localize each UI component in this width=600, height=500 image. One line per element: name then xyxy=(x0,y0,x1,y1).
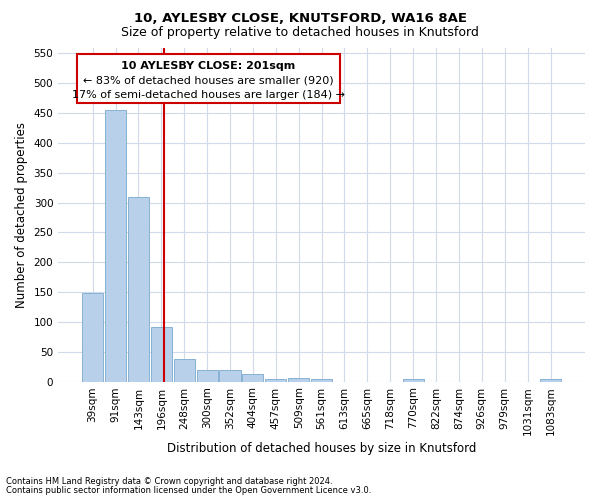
Bar xyxy=(242,374,263,382)
Text: 10 AYLESBY CLOSE: 201sqm: 10 AYLESBY CLOSE: 201sqm xyxy=(121,61,295,71)
Y-axis label: Number of detached properties: Number of detached properties xyxy=(15,122,28,308)
Text: Contains HM Land Registry data © Crown copyright and database right 2024.: Contains HM Land Registry data © Crown c… xyxy=(6,477,332,486)
Bar xyxy=(82,294,103,382)
Bar xyxy=(173,359,195,382)
Bar xyxy=(540,379,561,382)
Text: 10, AYLESBY CLOSE, KNUTSFORD, WA16 8AE: 10, AYLESBY CLOSE, KNUTSFORD, WA16 8AE xyxy=(133,12,467,26)
Bar xyxy=(403,379,424,382)
Text: 17% of semi-detached houses are larger (184) →: 17% of semi-detached houses are larger (… xyxy=(72,90,345,100)
Bar xyxy=(311,378,332,382)
Text: Size of property relative to detached houses in Knutsford: Size of property relative to detached ho… xyxy=(121,26,479,39)
X-axis label: Distribution of detached houses by size in Knutsford: Distribution of detached houses by size … xyxy=(167,442,476,455)
Text: Contains public sector information licensed under the Open Government Licence v3: Contains public sector information licen… xyxy=(6,486,371,495)
FancyBboxPatch shape xyxy=(77,54,340,102)
Bar xyxy=(128,196,149,382)
Bar xyxy=(265,378,286,382)
Bar xyxy=(151,326,172,382)
Bar xyxy=(220,370,241,382)
Bar xyxy=(197,370,218,382)
Bar xyxy=(288,378,309,382)
Bar xyxy=(105,110,126,382)
Text: ← 83% of detached houses are smaller (920): ← 83% of detached houses are smaller (92… xyxy=(83,76,334,86)
